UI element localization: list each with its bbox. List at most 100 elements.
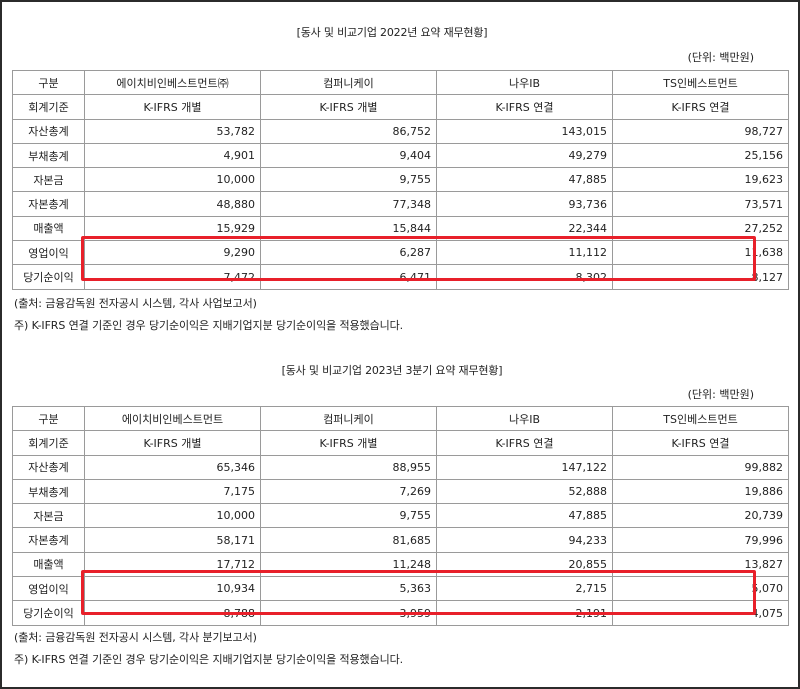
row-label: 자본총계 [12, 527, 85, 553]
table-cell: 22,344 [436, 215, 613, 242]
table-cell: 8,127 [612, 264, 789, 290]
header-cell: 나우IB [436, 405, 613, 432]
table-cell: K-IFRS 개별 [260, 430, 437, 456]
footnote: 주) K-IFRS 연결 기준인 경우 당기순이익은 지배기업지분 당기순이익을… [14, 653, 404, 666]
table-cell: 52,888 [436, 478, 613, 505]
table-cell: 9,755 [260, 167, 437, 193]
table-cell: 13,827 [612, 551, 789, 578]
row-label: 영업이익 [12, 240, 85, 266]
table-cell: K-IFRS 개별 [260, 94, 437, 120]
table-row: 회계기준 K-IFRS 개별 K-IFRS 개별 K-IFRS 연결 K-IFR… [12, 94, 789, 120]
table-cell: 7,472 [84, 264, 261, 290]
table-cell: 5,363 [260, 576, 437, 602]
table-row: 자본총계 58,171 81,685 94,233 79,996 [12, 527, 789, 553]
table-row: 매출액 15,929 15,844 22,344 27,252 [12, 215, 789, 242]
table-cell: 20,855 [436, 551, 613, 578]
table-cell: 98,727 [612, 118, 789, 144]
table-cell: 5,070 [612, 576, 789, 602]
table-cell: 11,112 [436, 240, 613, 266]
row-label: 매출액 [12, 551, 85, 578]
table-cell: 88,955 [260, 454, 437, 480]
table-row: 회계기준 K-IFRS 개별 K-IFRS 개별 K-IFRS 연결 K-IFR… [12, 430, 789, 456]
table-cell: 48,880 [84, 191, 261, 217]
header-cell: TS인베스트먼트 [612, 69, 789, 96]
table-cell: 6,471 [260, 264, 437, 290]
table-cell: 8,302 [436, 264, 613, 290]
table-title: [동사 및 비교기업 2023년 3분기 요약 재무현황] [281, 364, 503, 377]
table-cell: 94,233 [436, 527, 613, 553]
table-cell: 27,252 [612, 215, 789, 242]
table-cell: 15,844 [260, 215, 437, 242]
header-row: 구분 에이치비인베스트먼트 컴퍼니케이 나우IB TS인베스트먼트 [12, 405, 789, 432]
table-cell: 9,290 [84, 240, 261, 266]
table-cell: 47,885 [436, 167, 613, 193]
table-cell: 2,715 [436, 576, 613, 602]
table-cell: K-IFRS 개별 [84, 94, 261, 120]
footnote: 주) K-IFRS 연결 기준인 경우 당기순이익은 지배기업지분 당기순이익을… [14, 319, 404, 332]
table-cell: 7,269 [260, 478, 437, 505]
table-row: 매출액 17,712 11,248 20,855 13,827 [12, 551, 789, 578]
table-cell: K-IFRS 연결 [436, 430, 613, 456]
table-cell: 11,248 [260, 551, 437, 578]
table-cell: 25,156 [612, 142, 789, 169]
table-row: 자본총계 48,880 77,348 93,736 73,571 [12, 191, 789, 217]
table-cell: K-IFRS 개별 [84, 430, 261, 456]
header-cell: 컴퍼니케이 [260, 405, 437, 432]
table-cell: 65,346 [84, 454, 261, 480]
row-label: 부채총계 [12, 142, 85, 169]
header-cell: 컴퍼니케이 [260, 69, 437, 96]
row-label: 회계기준 [12, 430, 85, 456]
row-label: 자본금 [12, 503, 85, 529]
header-cell: 에이치비인베스트먼트㈜ [84, 69, 261, 96]
table-cell: 47,885 [436, 503, 613, 529]
table-cell: K-IFRS 연결 [612, 94, 789, 120]
table-cell: 4,901 [84, 142, 261, 169]
table-row: 당기순이익 7,472 6,471 8,302 8,127 [12, 264, 789, 290]
header-cell: 구분 [12, 69, 85, 96]
table-cell: 49,279 [436, 142, 613, 169]
table-cell: 77,348 [260, 191, 437, 217]
table-cell: 79,996 [612, 527, 789, 553]
table-cell: 10,000 [84, 503, 261, 529]
table-cell: 99,882 [612, 454, 789, 480]
row-label: 회계기준 [12, 94, 85, 120]
financial-table: 구분 에이치비인베스트먼트 컴퍼니케이 나우IB TS인베스트먼트 회계기준 K… [12, 405, 789, 626]
source-note: (출처: 금융감독원 전자공시 시스템, 각사 사업보고서) [14, 297, 257, 310]
table-cell: 10,934 [84, 576, 261, 602]
table-cell: 2,191 [436, 600, 613, 626]
source-note: (출처: 금융감독원 전자공시 시스템, 각사 분기보고서) [14, 631, 257, 644]
table-cell: 19,886 [612, 478, 789, 505]
header-row: 구분 에이치비인베스트먼트㈜ 컴퍼니케이 나우IB TS인베스트먼트 [12, 69, 789, 96]
header-cell: 에이치비인베스트먼트 [84, 405, 261, 432]
row-label: 자산총계 [12, 454, 85, 480]
row-label: 매출액 [12, 215, 85, 242]
row-label: 부채총계 [12, 478, 85, 505]
table-cell: 10,000 [84, 167, 261, 193]
table-row: 영업이익 9,290 6,287 11,112 11,638 [12, 240, 789, 266]
table-row: 자산총계 53,782 86,752 143,015 98,727 [12, 118, 789, 144]
table-row: 자본금 10,000 9,755 47,885 19,623 [12, 167, 789, 193]
table-cell: 58,171 [84, 527, 261, 553]
header-cell: 나우IB [436, 69, 613, 96]
table-cell: 9,755 [260, 503, 437, 529]
table-cell: 6,287 [260, 240, 437, 266]
row-label: 영업이익 [12, 576, 85, 602]
table-cell: 147,122 [436, 454, 613, 480]
table-row: 자본금 10,000 9,755 47,885 20,739 [12, 503, 789, 529]
row-label: 당기순이익 [12, 264, 85, 290]
table-cell: 7,175 [84, 478, 261, 505]
table-cell: 17,712 [84, 551, 261, 578]
row-label: 자본금 [12, 167, 85, 193]
table-cell: 143,015 [436, 118, 613, 144]
table-cell: 81,685 [260, 527, 437, 553]
table-cell: K-IFRS 연결 [436, 94, 613, 120]
table-row: 영업이익 10,934 5,363 2,715 5,070 [12, 576, 789, 602]
table-cell: 4,075 [612, 600, 789, 626]
header-cell: TS인베스트먼트 [612, 405, 789, 432]
table-row: 자산총계 65,346 88,955 147,122 99,882 [12, 454, 789, 480]
table-cell: 9,404 [260, 142, 437, 169]
table-cell: 15,929 [84, 215, 261, 242]
table-row: 부채총계 7,175 7,269 52,888 19,886 [12, 478, 789, 505]
table-cell: 53,782 [84, 118, 261, 144]
